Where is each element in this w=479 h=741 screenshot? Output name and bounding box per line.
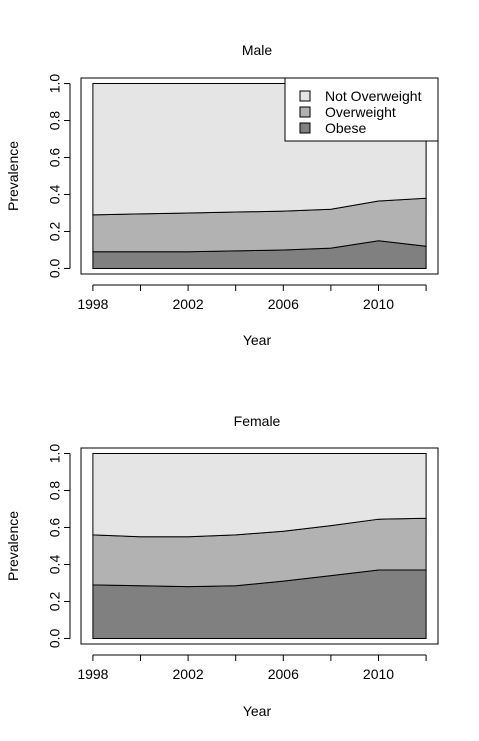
male-legend-label-not-overweight: Not Overweight [325, 88, 422, 104]
male-x-tick-label: 2006 [268, 296, 299, 312]
female-y-tick-label: 0.0 [47, 629, 63, 649]
male-y-tick-label: 0.0 [47, 259, 63, 279]
female-x-axis-label: Year [243, 703, 272, 719]
female-y-axis-label: Prevalence [5, 511, 21, 581]
male-y-tick-label: 0.6 [47, 148, 63, 168]
male-legend-swatch-not-overweight [299, 90, 311, 102]
female-area-not-overweight [92, 453, 427, 538]
female-x-tick-label: 2010 [363, 666, 394, 682]
female-y-tick-label: 0.2 [47, 592, 63, 612]
female-x-tick-label: 2002 [173, 666, 204, 682]
male-plot-frame [80, 77, 439, 275]
male-x-axis-label: Year [243, 332, 272, 348]
male-legend-swatch-overweight [299, 106, 311, 118]
male-legend-swatch-obese [299, 122, 311, 134]
male-y-tick-label: 0.2 [47, 222, 63, 242]
male-legend-label-obese: Obese [325, 120, 366, 136]
male-y-axis-label: Prevalence [5, 141, 21, 211]
male-x-tick-label: 2010 [363, 296, 394, 312]
female-x-tick-label: 2006 [268, 666, 299, 682]
female-y-tick-label: 0.8 [47, 481, 63, 501]
female-y-tick-label: 1.0 [47, 444, 63, 464]
female-chart-panel: Female Year Prevalence 0.0 0.2 0.4 0.6 0.8 1.… [5, 413, 439, 719]
male-x-tick-label: 2002 [173, 296, 204, 312]
female-plot-area: 0.0 0.2 0.4 0.6 0.8 1.0 1998 2002 2006 2010 [47, 444, 439, 682]
male-y-tick-label: 1.0 [47, 74, 63, 94]
female-x-tick-label: 1998 [77, 666, 108, 682]
male-chart-title: Male [242, 42, 273, 58]
male-legend-label-overweight: Overweight [325, 104, 396, 120]
male-x-tick-label: 1998 [77, 296, 108, 312]
female-plot-frame [80, 447, 439, 645]
male-y-tick-label: 0.4 [47, 185, 63, 205]
female-y-tick-label: 0.6 [47, 518, 63, 538]
male-plot-area: 0.0 0.2 0.4 0.6 0.8 1.0 1998 2002 2006 2010 Not Ov… [47, 74, 439, 312]
female-chart-title: Female [234, 413, 281, 429]
female-y-tick-label: 0.4 [47, 555, 63, 575]
male-y-tick-label: 0.8 [47, 111, 63, 131]
male-chart-panel: Male Year Prevalence 0.0 0.2 0.4 0.6 0.8 1.0 1… [5, 42, 439, 348]
